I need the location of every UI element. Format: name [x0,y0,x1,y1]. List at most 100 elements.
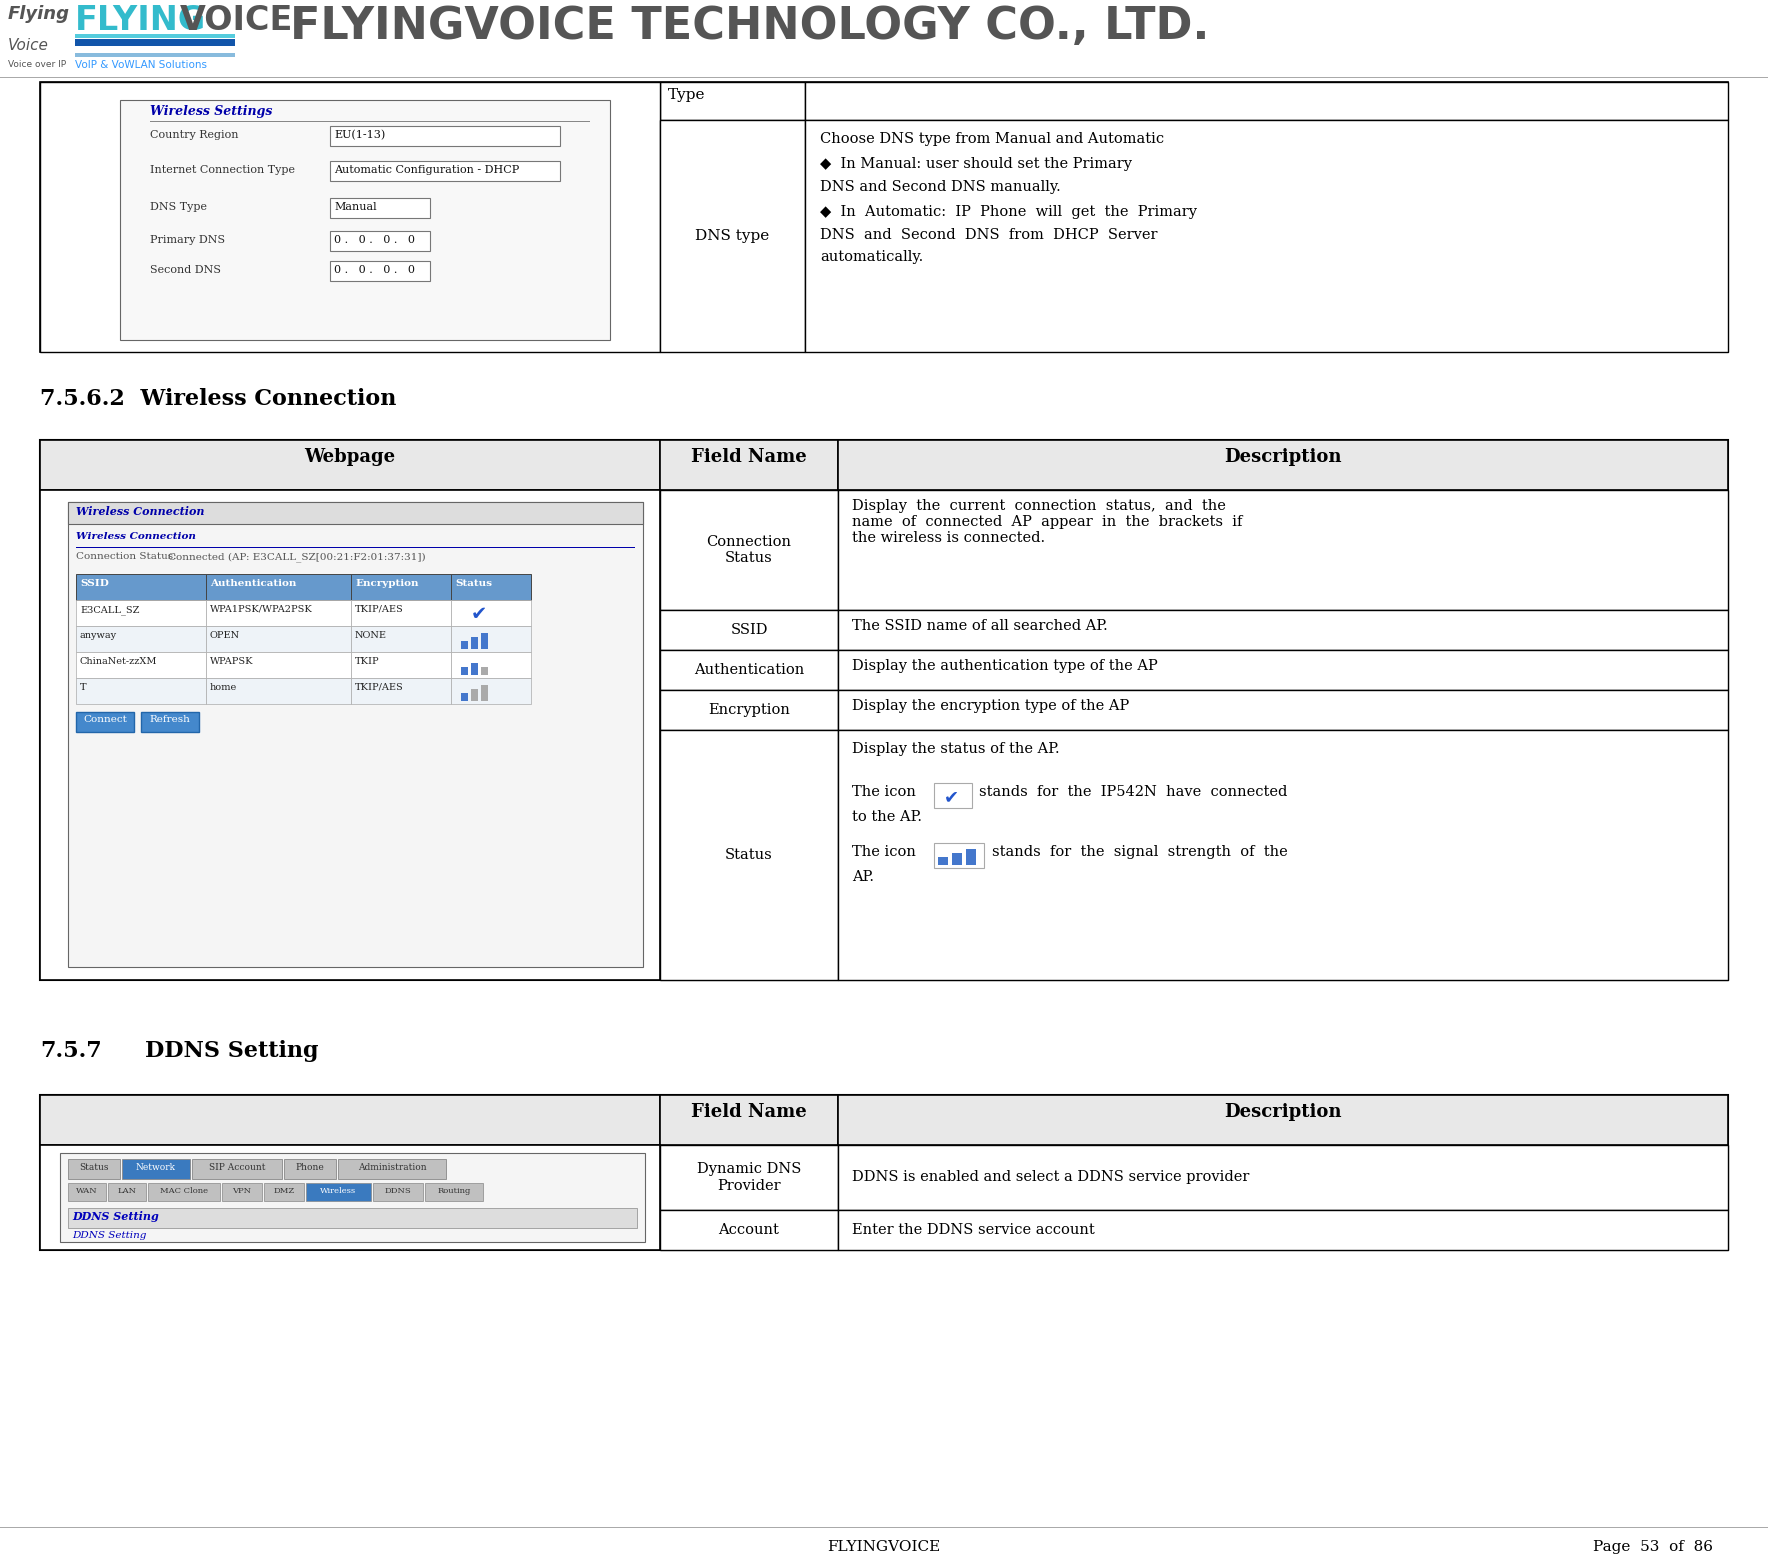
Bar [122,1159,189,1179]
Bar [352,600,451,626]
Bar [76,651,207,678]
Text: DNS type: DNS type [695,230,769,244]
Bar [470,689,477,701]
Text: Encryption: Encryption [707,703,790,717]
Text: Wireless Settings: Wireless Settings [150,105,272,119]
Text: SSID: SSID [730,623,767,637]
Bar [838,1211,1727,1250]
Bar [659,690,838,729]
Text: DNS and Second DNS manually.: DNS and Second DNS manually. [820,180,1061,194]
Text: DMZ: DMZ [274,1187,295,1195]
Bar [470,662,477,675]
Text: WPAPSK: WPAPSK [210,658,253,665]
Text: Description: Description [1223,448,1342,465]
Text: Description: Description [1223,1103,1342,1122]
Bar [659,611,838,650]
Text: DNS Type: DNS Type [150,201,207,212]
Bar [451,678,530,704]
Text: Connection Status:: Connection Status: [76,551,177,561]
Text: Authentication: Authentication [210,580,297,587]
Bar [659,490,838,611]
Text: anyway: anyway [80,631,117,640]
Text: Type: Type [668,87,705,102]
Text: SSID: SSID [80,580,110,587]
Bar [352,626,451,651]
Text: to the AP.: to the AP. [852,811,921,825]
Bar [67,1159,120,1179]
Text: Wireless Connection: Wireless Connection [76,506,205,517]
Text: 7.5.7: 7.5.7 [41,1040,103,1062]
Text: Field Name: Field Name [691,448,806,465]
Text: The icon: The icon [852,845,916,859]
Bar [76,573,207,600]
Bar [223,1182,262,1201]
Bar [934,783,972,808]
Text: DDNS: DDNS [385,1187,412,1195]
Bar [74,53,235,56]
Text: Display the encryption type of the AP: Display the encryption type of the AP [852,700,1130,712]
Bar [338,1159,446,1179]
Text: Choose DNS type from Manual and Automatic: Choose DNS type from Manual and Automati… [820,133,1163,145]
Text: Display the authentication type of the AP: Display the authentication type of the A… [852,659,1158,673]
Text: Administration: Administration [357,1164,426,1172]
Text: Connect: Connect [83,715,127,725]
Text: Wireless: Wireless [320,1187,357,1195]
Bar [41,440,1727,979]
Bar [76,712,134,733]
Text: DNS  and  Second  DNS  from  DHCP  Server: DNS and Second DNS from DHCP Server [820,228,1158,242]
Text: MAC Clone: MAC Clone [159,1187,209,1195]
Text: Connection
Status: Connection Status [707,534,792,565]
Bar [331,261,430,281]
Text: Display  the  current  connection  status,  and  the
name  of  connected  AP  ap: Display the current connection status, a… [852,498,1243,545]
Text: Account: Account [718,1223,780,1237]
Text: Field Name: Field Name [691,1103,806,1122]
Bar [141,712,200,733]
Text: Country Region: Country Region [150,130,239,141]
Text: Flying: Flying [9,5,71,23]
Bar [207,573,352,600]
Text: Second DNS: Second DNS [150,266,221,275]
Bar [939,858,948,865]
Text: home: home [210,683,237,692]
Bar [804,120,1727,351]
Text: Manual: Manual [334,201,377,212]
Text: Primary DNS: Primary DNS [150,234,225,245]
Bar [41,1095,1727,1250]
Bar [451,600,530,626]
Bar [451,651,530,678]
Text: DDNS Setting: DDNS Setting [72,1231,147,1240]
Text: Voice over IP: Voice over IP [9,59,65,69]
Bar [965,850,976,865]
Bar [838,440,1727,490]
Bar [74,39,235,45]
Text: Status: Status [80,1164,110,1172]
Text: ◆  In  Automatic:  IP  Phone  will  get  the  Primary: ◆ In Automatic: IP Phone will get the Pr… [820,205,1197,219]
Text: The SSID name of all searched AP.: The SSID name of all searched AP. [852,619,1109,633]
Bar [263,1182,304,1201]
Text: LAN: LAN [117,1187,136,1195]
Bar [41,1095,659,1145]
Bar [0,0,1768,78]
Text: Network: Network [136,1164,177,1172]
Bar [193,1159,283,1179]
Text: VOICE: VOICE [180,5,293,37]
Bar [74,34,235,37]
Bar [41,1145,659,1250]
Bar [352,678,451,704]
Text: Webpage: Webpage [304,448,396,465]
Bar [149,1182,219,1201]
Text: Voice: Voice [9,37,50,53]
Bar [285,1159,336,1179]
Bar [838,490,1727,611]
Bar [76,626,207,651]
Bar [659,1145,838,1211]
Bar [951,853,962,865]
Text: 0 .   0 .   0 .   0: 0 . 0 . 0 . 0 [334,266,415,275]
Bar [60,1153,645,1242]
Bar [659,1095,838,1145]
Text: Internet Connection Type: Internet Connection Type [150,166,295,175]
Bar [67,501,644,523]
Bar [331,231,430,251]
Bar [659,120,804,351]
Bar [373,1182,423,1201]
